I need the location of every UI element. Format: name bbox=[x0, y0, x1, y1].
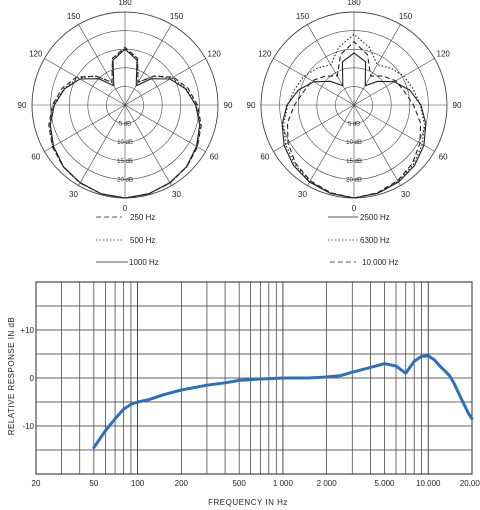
polar-angle-label: 150 bbox=[296, 12, 310, 21]
polar-angle-label: 30 bbox=[172, 190, 181, 199]
x-tick-label: 2 000 bbox=[317, 479, 338, 488]
polar-spoke bbox=[44, 104, 126, 152]
y-tick-label: +10 bbox=[20, 326, 34, 335]
polar-ring-label: 5 dB bbox=[348, 122, 360, 128]
polar-series-1000hz bbox=[49, 48, 201, 199]
polar-spoke bbox=[353, 24, 401, 106]
x-tick-label: 100 bbox=[131, 479, 145, 488]
response-curve bbox=[92, 354, 474, 450]
legend-label-500: 500 Hz bbox=[130, 236, 155, 245]
polar-angle-label: 60 bbox=[210, 153, 219, 162]
polar-ring-label: 5 dB bbox=[119, 122, 131, 128]
polar-angle-label: 30 bbox=[401, 190, 410, 199]
polar-spoke bbox=[44, 58, 126, 106]
y-axis-title: RELATIVE RESPONSE IN dB bbox=[7, 317, 16, 436]
polar-angle-label: 150 bbox=[399, 12, 413, 21]
polar-ring-label: 15 dB bbox=[346, 159, 362, 165]
polar-angle-label: 120 bbox=[208, 50, 222, 59]
polar-series-2500hz bbox=[281, 52, 427, 199]
polar-angle-label: 30 bbox=[69, 190, 78, 199]
polar-ring-label: 10 dB bbox=[117, 140, 133, 146]
polar-angle-label: 60 bbox=[439, 153, 448, 162]
polar-angle-label: 90 bbox=[453, 101, 462, 110]
polar-angle-label: 150 bbox=[67, 12, 81, 21]
polar-series-6300hz bbox=[283, 33, 425, 199]
polar-spoke bbox=[124, 104, 206, 152]
polar-angle-label: 30 bbox=[298, 190, 307, 199]
legend-label-2500: 2500 Hz bbox=[360, 213, 390, 222]
x-tick-label: 10.000 bbox=[416, 479, 441, 488]
polar-plot-left: 180 150 120 90 60 30 0 30 60 90 120 150 20 dB 15 dB 10… bbox=[18, 0, 233, 213]
polar-ring-label: 10 dB bbox=[346, 140, 362, 146]
polar-angle-label: 60 bbox=[31, 153, 40, 162]
polar-spoke bbox=[124, 58, 206, 106]
polar-angle-label: 90 bbox=[224, 101, 233, 110]
polar-angle-label: 120 bbox=[29, 50, 43, 59]
polar-spoke bbox=[353, 104, 401, 186]
polar-series-250hz bbox=[48, 46, 202, 199]
legend-left: 250 Hz 500 Hz 1000 Hz bbox=[96, 213, 159, 267]
polar-angle-label: 120 bbox=[437, 50, 451, 59]
polar-angle-label: 90 bbox=[247, 101, 256, 110]
legend-label-6300: 6300 Hz bbox=[360, 236, 390, 245]
polar-ring-label: 15 dB bbox=[117, 159, 133, 165]
polar-spoke bbox=[78, 24, 126, 106]
polar-angle-label: 180 bbox=[347, 0, 361, 7]
polar-angle-label: 0 bbox=[352, 204, 357, 213]
x-tick-label: 50 bbox=[89, 479, 98, 488]
x-tick-label: 5.000 bbox=[374, 479, 395, 488]
polar-ring-label: 20 dB bbox=[117, 177, 133, 183]
polar-ring-label: 20 dB bbox=[346, 177, 362, 183]
x-tick-label: 200 bbox=[175, 479, 189, 488]
polar-spoke bbox=[78, 104, 126, 186]
polar-spoke bbox=[124, 24, 172, 106]
polar-angle-label: 90 bbox=[18, 101, 27, 110]
legend-label-1000: 1000 Hz bbox=[129, 258, 159, 267]
legend-label-10000: 10.000 Hz bbox=[362, 258, 398, 267]
polar-spoke bbox=[273, 104, 355, 152]
polar-angle-label: 120 bbox=[258, 50, 272, 59]
y-tick-label: -10 bbox=[22, 422, 34, 431]
polar-angle-label: 180 bbox=[118, 0, 132, 7]
x-tick-label: 20.000 bbox=[460, 479, 480, 488]
polar-angle-label: 60 bbox=[260, 153, 269, 162]
polar-series-10000hz bbox=[286, 41, 422, 199]
polar-plot-right: 180 150 120 90 60 30 0 30 60 90 120 150 20 dB 15 dB 10… bbox=[247, 0, 462, 213]
x-axis-title: FREQUENCY IN Hz bbox=[208, 498, 288, 507]
x-tick-label: 1 000 bbox=[273, 479, 294, 488]
polar-angle-label: 150 bbox=[170, 12, 184, 21]
polar-spoke bbox=[353, 104, 435, 152]
polar-spoke bbox=[124, 104, 172, 186]
polar-spoke bbox=[307, 104, 355, 186]
legend-right: 2500 Hz 6300 Hz 10.000 Hz bbox=[328, 213, 398, 267]
polar-angle-label: 0 bbox=[123, 204, 128, 213]
frequency-response-chart: 20 50 100 200 500 1 000 2 000 5.000 10.000 20.000… bbox=[20, 281, 480, 488]
y-tick-label: 0 bbox=[30, 374, 35, 383]
legend-label-250: 250 Hz bbox=[130, 213, 155, 222]
x-tick-label: 20 bbox=[32, 479, 41, 488]
x-tick-label: 500 bbox=[232, 479, 246, 488]
